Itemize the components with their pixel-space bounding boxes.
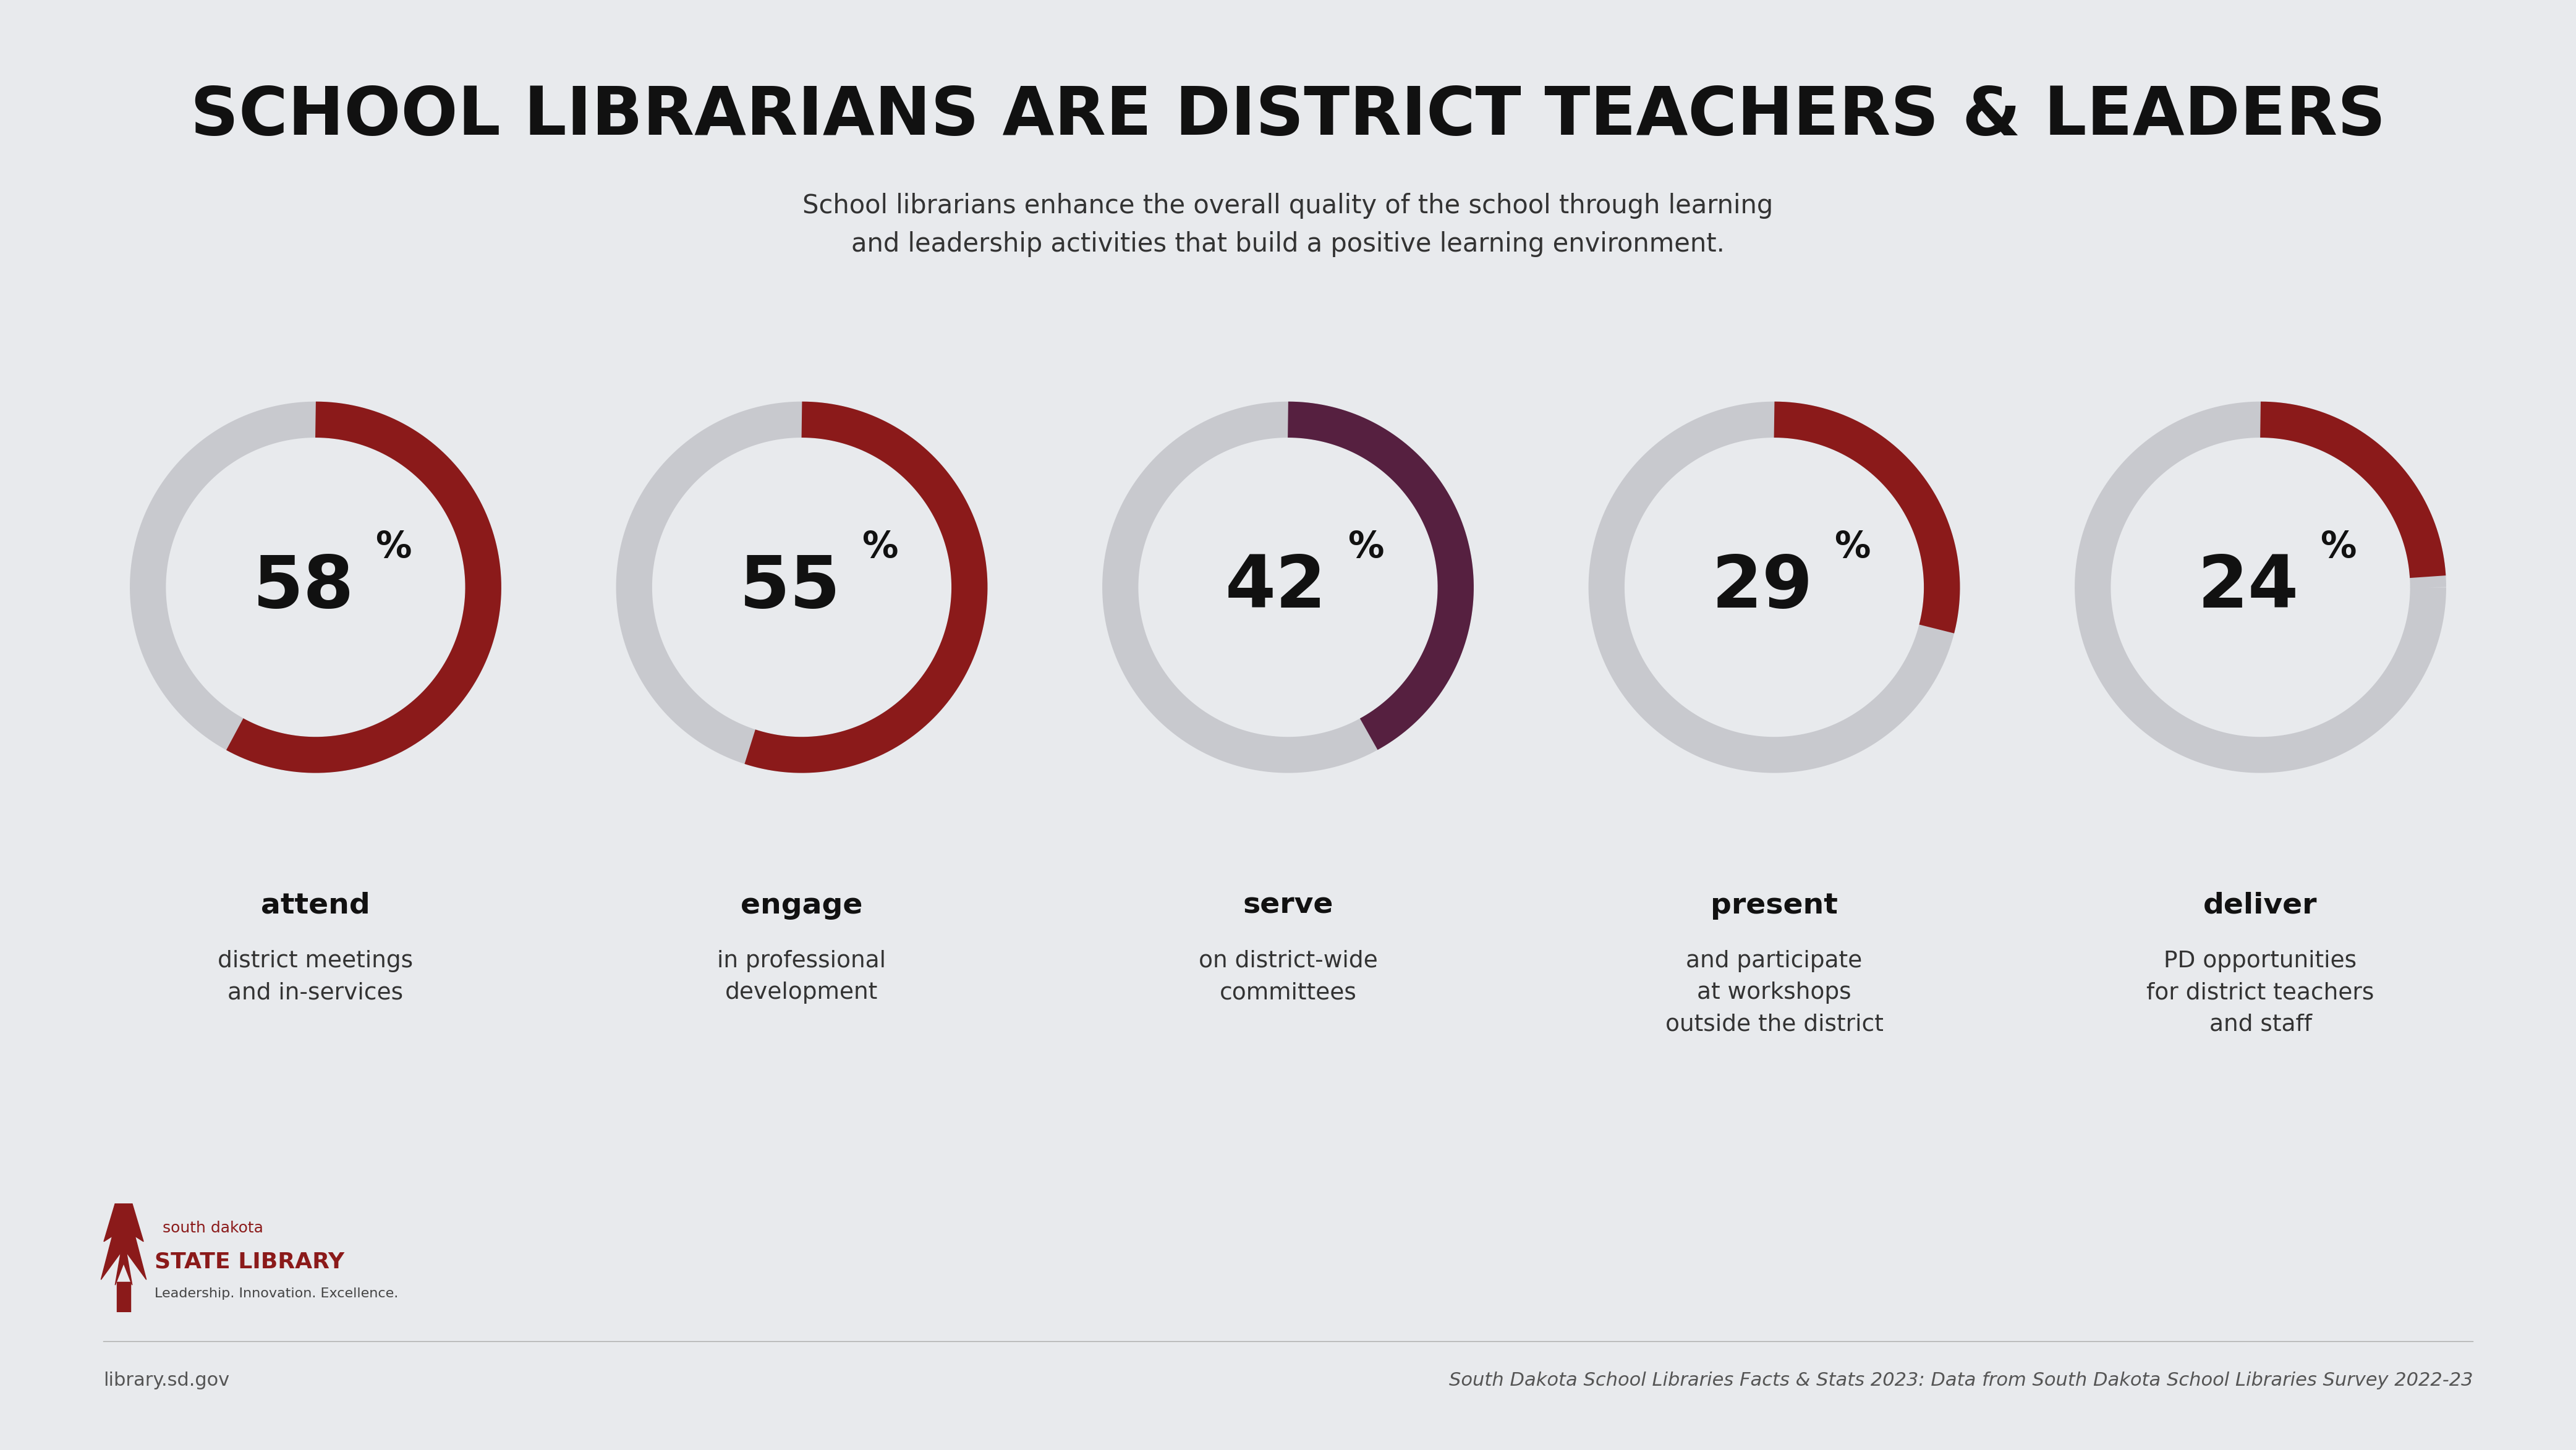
Text: %: % (860, 529, 899, 566)
Text: 58: 58 (252, 551, 355, 624)
Text: present: present (1710, 892, 1837, 919)
Text: 29: 29 (1710, 551, 1814, 624)
Text: south dakota: south dakota (162, 1221, 263, 1235)
Text: engage: engage (742, 892, 863, 919)
Text: district meetings
and in-services: district meetings and in-services (219, 950, 412, 1003)
Text: library.sd.gov: library.sd.gov (103, 1372, 229, 1389)
Text: School librarians enhance the overall quality of the school through learning
and: School librarians enhance the overall qu… (804, 193, 1772, 257)
Text: 24: 24 (2197, 551, 2300, 624)
Text: SCHOOL LIBRARIANS ARE DISTRICT TEACHERS & LEADERS: SCHOOL LIBRARIANS ARE DISTRICT TEACHERS … (191, 83, 2385, 149)
Text: %: % (1347, 529, 1383, 566)
Text: 55: 55 (739, 551, 840, 624)
Text: and participate
at workshops
outside the district: and participate at workshops outside the… (1664, 950, 1883, 1035)
Text: %: % (2321, 529, 2357, 566)
Text: 42: 42 (1226, 551, 1327, 624)
Text: deliver: deliver (2202, 892, 2318, 919)
Polygon shape (100, 1204, 147, 1285)
Text: on district-wide
committees: on district-wide committees (1198, 950, 1378, 1003)
Text: %: % (1834, 529, 1870, 566)
Polygon shape (116, 1282, 131, 1312)
Text: STATE LIBRARY: STATE LIBRARY (155, 1251, 345, 1272)
Text: in professional
development: in professional development (716, 950, 886, 1003)
Text: PD opportunities
for district teachers
and staff: PD opportunities for district teachers a… (2146, 950, 2375, 1035)
Text: Leadership. Innovation. Excellence.: Leadership. Innovation. Excellence. (155, 1288, 399, 1299)
Text: %: % (376, 529, 412, 566)
Text: attend: attend (260, 892, 371, 919)
Text: serve: serve (1242, 892, 1334, 919)
Text: South Dakota School Libraries Facts & Stats 2023: Data from South Dakota School : South Dakota School Libraries Facts & St… (1448, 1372, 2473, 1389)
